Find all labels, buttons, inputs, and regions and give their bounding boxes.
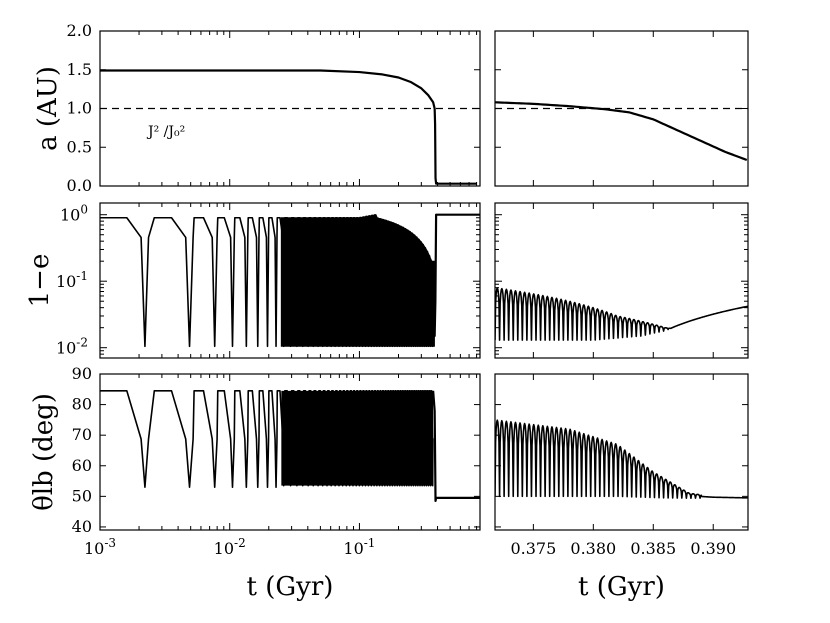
series-line (495, 287, 748, 341)
y-tick-label: 60 (72, 456, 92, 475)
series-line (432, 390, 480, 503)
y-tick-label: 90 (72, 364, 92, 383)
x-tick-label: 10-2 (214, 536, 246, 558)
series-line (100, 69, 477, 185)
panel-theta-left-frame (99, 373, 481, 531)
y-tick-label: 50 (72, 486, 92, 505)
x-tick-label: 0.375 (510, 539, 556, 558)
x-tick-label: 10-1 (343, 536, 375, 558)
y-tick-label: 100 (60, 203, 88, 225)
y-tick-label: 2.0 (67, 21, 92, 40)
series-line (495, 101, 748, 162)
dense-oscillation (280, 214, 435, 347)
x-tick-label: 0.385 (630, 539, 676, 558)
dense-oscillation (281, 390, 434, 486)
series-line (431, 213, 480, 338)
y-tick-label: 0.0 (67, 176, 92, 195)
y-tick-label: 40 (72, 517, 92, 536)
y-axis-label: θlb (deg) (29, 393, 59, 511)
y-tick-label: 1.5 (67, 60, 92, 79)
y-tick-label: 10-2 (56, 336, 88, 358)
annotation-label: J² /J₀² (146, 124, 185, 140)
x-axis-label: t (Gyr) (247, 572, 334, 602)
x-tick-label: 0.380 (570, 539, 616, 558)
plot-layer: 0.0 0.5 1.0 1.5 2.0 J² /J₀² a (AU) 100 10-1 10-2 1… (25, 21, 749, 602)
x-tick-label: 10-3 (84, 536, 116, 558)
y-tick-label: 1.0 (67, 99, 92, 118)
y-tick-label: 80 (72, 395, 92, 414)
panel-a-left-frame (99, 30, 481, 187)
series-line (495, 419, 748, 499)
y-tick-label: 70 (72, 425, 92, 444)
panel-e-right-frame (494, 202, 749, 359)
x-tick-label: 0.390 (690, 539, 736, 558)
x-axis-label: t (Gyr) (578, 572, 665, 602)
y-tick-label: 10-1 (56, 269, 88, 291)
y-axis-label: 1−e (25, 254, 55, 308)
y-axis-label: a (AU) (33, 66, 63, 151)
y-tick-label: 0.5 (67, 137, 92, 156)
panel-e-left-frame (99, 202, 481, 359)
